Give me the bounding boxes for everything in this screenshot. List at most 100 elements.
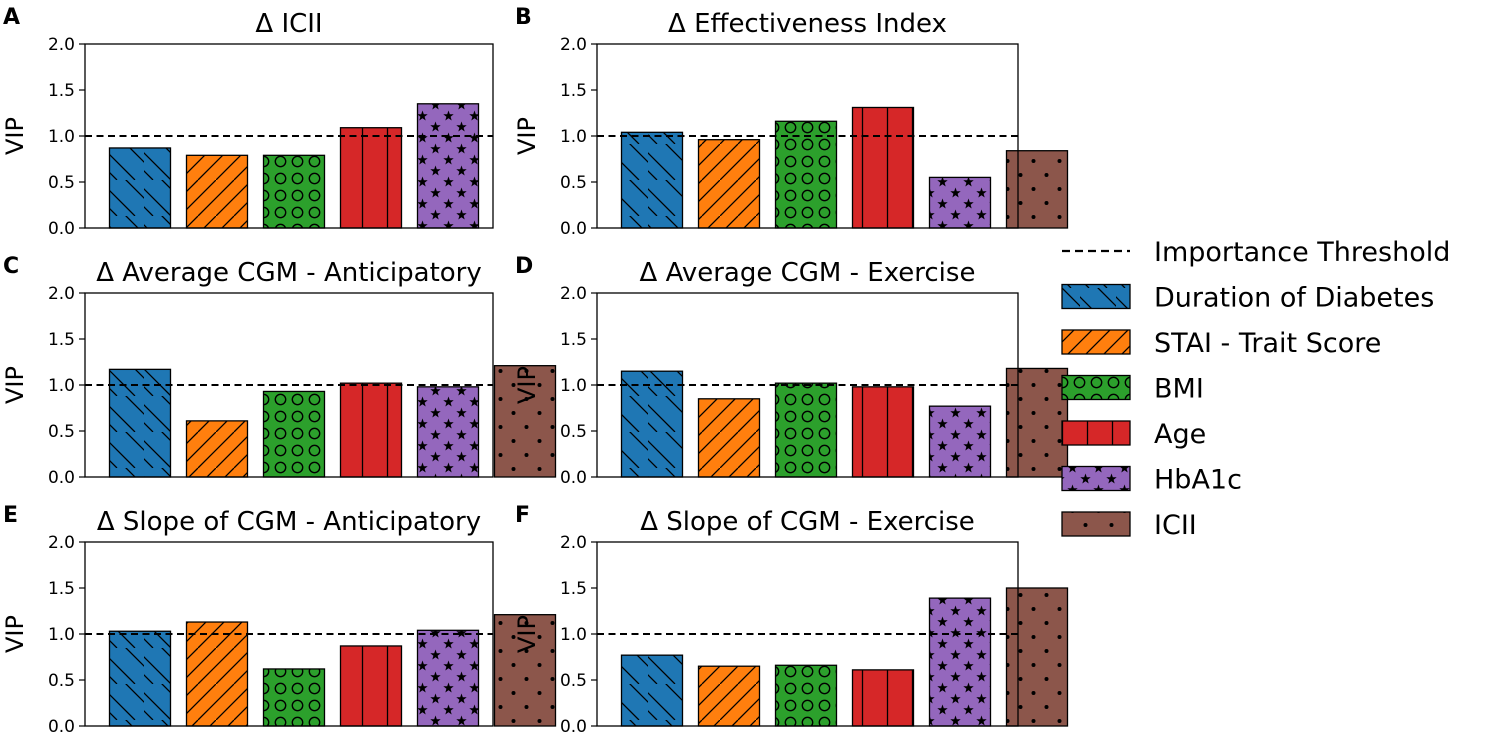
y-tick-label: 0.5 [48,671,75,691]
bar-hba1c [416,386,480,478]
y-tick-label: 0.5 [560,671,587,691]
y-tick-label: 1.0 [48,376,75,396]
y-tick-label: 0.0 [48,219,75,239]
bar-duration-of-diabetes [620,654,684,727]
panel-f: 0.0 0.5 1.0 1.5 2.0 VIP Δ Slope of CGM - Exerc… [513,503,1069,734]
y-tick-label: 1.0 [560,376,587,396]
legend-item-hba1c: HbA1c [1061,465,1242,496]
bar-age [851,106,915,229]
panel-d: 0.0 0.5 1.0 1.5 2.0 VIP Δ Average CGM - Exerci… [513,254,1069,488]
y-tick-label: 0.5 [48,173,75,193]
y-tick-label: 2.0 [560,35,587,55]
legend-label: BMI [1154,374,1204,405]
bar-age [851,386,915,478]
y-tick-label: 0.0 [560,717,587,734]
bar-age [339,127,403,229]
panel-title: Δ Average CGM - Anticipatory [96,258,482,288]
legend-label: ICII [1154,510,1197,541]
legend-item-threshold: Importance Threshold [1062,237,1450,268]
bar-bmi [774,382,838,478]
panel-letter: E [3,503,18,528]
legend-swatch [1061,283,1131,310]
panel-letter: F [515,503,530,528]
y-tick-label: 2.0 [48,284,75,304]
legend-item-icii: ICII [1061,510,1197,541]
legend: Importance Threshold Duration of Diabetes… [1061,237,1450,541]
y-axis-label: VIP [513,366,541,404]
y-tick-label: 0.5 [560,173,587,193]
bar-icii [493,614,557,727]
bar-stai-trait-score [185,621,249,727]
bar-bmi [262,154,326,229]
panel-letter: A [3,5,20,30]
legend-item-duration-of-diabetes: Duration of Diabetes [1061,283,1434,314]
legend-swatch [1061,420,1131,446]
bar-hba1c [928,405,992,478]
bar-stai-trait-score [185,154,249,229]
panel-b: 0.0 0.5 1.0 1.5 2.0 VIP Δ Effectiveness Index B [513,5,1069,239]
y-tick-label: 1.5 [48,330,75,350]
bar-bmi [774,664,838,727]
y-axis-label: VIP [1,366,29,404]
bar-hba1c [416,103,480,229]
legend-label: Age [1154,419,1206,450]
y-tick-label: 1.0 [48,625,75,645]
y-tick-label: 0.0 [560,468,587,488]
legend-label: Importance Threshold [1154,237,1450,268]
bar-age [851,669,915,727]
panel-title: Δ ICII [255,9,322,39]
bar-icii [493,365,557,478]
y-axis-label: VIP [513,117,541,155]
y-tick-label: 2.0 [48,533,75,553]
bar-bmi [262,668,326,727]
bar-icii [1005,587,1069,727]
panel-letter: D [515,254,533,279]
bar-duration-of-diabetes [108,147,172,229]
bar-hba1c [416,629,480,727]
y-tick-label: 0.0 [48,717,75,734]
legend-swatch [1061,329,1131,355]
bar-stai-trait-score [185,420,249,478]
y-tick-label: 1.5 [560,330,587,350]
y-axis-label: VIP [513,615,541,653]
bar-bmi [262,390,326,478]
panel-title: Δ Slope of CGM - Exercise [640,507,975,537]
y-tick-label: 2.0 [560,284,587,304]
y-tick-label: 1.5 [560,81,587,101]
bar-hba1c [928,176,992,229]
legend-item-age: Age [1061,419,1206,450]
bar-stai-trait-score [697,139,761,229]
bar-duration-of-diabetes [620,131,684,229]
panel-a: 0.0 0.5 1.0 1.5 2.0 VIP Δ ICII A [1,5,494,239]
panel-title: Δ Effectiveness Index [668,9,947,39]
bar-bmi [774,120,838,229]
panel-title: Δ Slope of CGM - Anticipatory [97,507,481,537]
legend-swatch [1061,374,1131,401]
legend-label: Duration of Diabetes [1154,283,1434,314]
bar-stai-trait-score [697,398,761,478]
y-tick-label: 1.0 [560,127,587,147]
y-tick-label: 1.0 [560,625,587,645]
y-tick-label: 1.5 [48,579,75,599]
y-tick-label: 1.5 [560,579,587,599]
panel-e: 0.0 0.5 1.0 1.5 2.0 VIP Δ Slope of CGM - Antic… [1,503,557,734]
y-tick-label: 1.5 [48,81,75,101]
legend-label: STAI - Trait Score [1154,328,1381,359]
bar-duration-of-diabetes [108,368,172,478]
panels: 0.0 0.5 1.0 1.5 2.0 VIP Δ ICII A 0.0 0.5 1.0 1.5 2.0… [1,5,1069,734]
y-tick-label: 0.0 [560,219,587,239]
bar-age [339,382,403,478]
legend-label: HbA1c [1154,465,1242,496]
y-axis-label: VIP [1,117,29,155]
y-axis-label: VIP [1,615,29,653]
y-tick-label: 0.0 [48,468,75,488]
bar-duration-of-diabetes [620,370,684,478]
panel-c: 0.0 0.5 1.0 1.5 2.0 VIP Δ Average CGM - Antici… [1,254,557,488]
bar-hba1c [928,597,992,727]
y-tick-label: 2.0 [560,533,587,553]
bar-stai-trait-score [697,665,761,727]
bar-age [339,645,403,727]
y-tick-label: 2.0 [48,35,75,55]
bar-icii [1005,367,1069,478]
